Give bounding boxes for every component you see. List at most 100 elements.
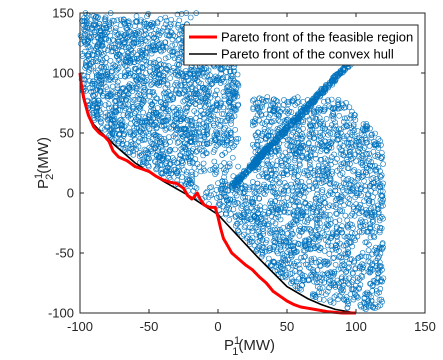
scatter-point <box>221 126 227 133</box>
scatter-point <box>115 38 121 45</box>
scatter-point <box>106 132 113 138</box>
scatter-point <box>221 198 227 204</box>
scatter-point <box>220 104 227 111</box>
scatter-point <box>137 129 144 135</box>
scatter-point <box>189 159 196 165</box>
scatter-point <box>130 148 137 154</box>
scatter-point <box>112 130 118 137</box>
scatter-point <box>141 159 148 166</box>
scatter-point <box>169 36 176 43</box>
scatter-point <box>196 129 203 135</box>
scatter-point <box>183 74 189 80</box>
scatter-point <box>357 303 364 310</box>
scatter-point <box>177 116 184 122</box>
scatter-point <box>326 260 332 266</box>
scatter-point <box>155 75 161 81</box>
scatter-point <box>157 154 164 160</box>
scatter-point <box>165 148 172 155</box>
scatter-point <box>165 54 172 61</box>
scatter-point <box>207 116 214 122</box>
scatter-point <box>83 63 89 69</box>
scatter-point <box>189 86 195 92</box>
scatter-point <box>257 203 263 209</box>
scatter-point <box>284 142 291 149</box>
scatter-point <box>136 47 143 54</box>
scatter-point <box>117 33 124 40</box>
scatter-point <box>106 115 112 122</box>
scatter-point <box>196 79 202 85</box>
scatter-point <box>136 153 143 159</box>
scatter-point <box>93 45 100 52</box>
scatter-point <box>226 86 232 93</box>
scatter-point <box>121 38 128 45</box>
scatter-point <box>180 125 187 132</box>
scatter-point <box>282 274 289 281</box>
scatter-point <box>91 15 98 22</box>
x-tick-label: -100 <box>67 319 93 334</box>
scatter-point <box>103 64 109 70</box>
scatter-point <box>118 122 125 128</box>
scatter-point <box>90 21 97 28</box>
scatter-point <box>292 164 298 171</box>
scatter-point <box>114 82 121 89</box>
scatter-point <box>235 135 241 142</box>
scatter-point <box>205 101 212 108</box>
scatter-point <box>225 188 231 194</box>
scatter-point <box>198 168 204 175</box>
scatter-point <box>200 96 206 102</box>
scatter-point <box>133 86 140 92</box>
scatter-point <box>117 73 124 79</box>
scatter-point <box>80 34 87 41</box>
scatter-point <box>319 176 326 183</box>
scatter-point <box>204 141 210 147</box>
scatter-point <box>203 119 210 126</box>
scatter-point <box>211 132 218 139</box>
scatter-point <box>226 160 233 167</box>
scatter-point <box>125 149 131 156</box>
scatter-point <box>162 14 169 21</box>
scatter-point <box>126 84 133 90</box>
scatter-point <box>162 39 169 46</box>
scatter-point <box>123 55 130 62</box>
scatter-point <box>178 11 185 17</box>
scatter-point <box>202 104 208 110</box>
scatter-point <box>143 58 150 65</box>
scatter-point <box>149 112 156 118</box>
scatter-point <box>173 87 179 94</box>
scatter-point <box>230 154 236 161</box>
scatter-point <box>139 118 146 124</box>
scatter-point <box>201 124 208 130</box>
scatter-point <box>330 203 337 209</box>
scatter-point <box>81 72 88 79</box>
scatter-point <box>181 140 188 146</box>
scatter-point <box>175 163 182 170</box>
scatter-point <box>287 138 294 144</box>
scatter-point <box>228 211 234 217</box>
scatter-point <box>226 163 233 170</box>
scatter-point <box>148 50 155 57</box>
scatter-point <box>130 40 137 46</box>
scatter-point <box>334 195 340 202</box>
scatter-point <box>112 98 119 105</box>
scatter-point <box>148 108 154 114</box>
scatter-point <box>119 118 126 124</box>
scatter-point <box>99 52 106 58</box>
scatter-point <box>144 150 151 156</box>
scatter-point <box>186 160 193 166</box>
scatter-point <box>116 91 123 98</box>
scatter-point <box>93 69 99 76</box>
scatter-point <box>344 304 351 311</box>
scatter-point <box>189 180 195 186</box>
scatter-point <box>108 93 114 99</box>
scatter-point <box>203 131 210 138</box>
scatter-point <box>186 134 193 140</box>
scatter-point <box>273 97 279 104</box>
scatter-point <box>354 128 361 134</box>
scatter-point <box>130 141 136 147</box>
scatter-point <box>186 91 192 97</box>
scatter-point <box>158 170 165 177</box>
scatter-point <box>123 25 129 32</box>
scatter-point <box>190 126 196 133</box>
scatter-point <box>150 59 157 66</box>
scatter-point <box>251 96 257 103</box>
